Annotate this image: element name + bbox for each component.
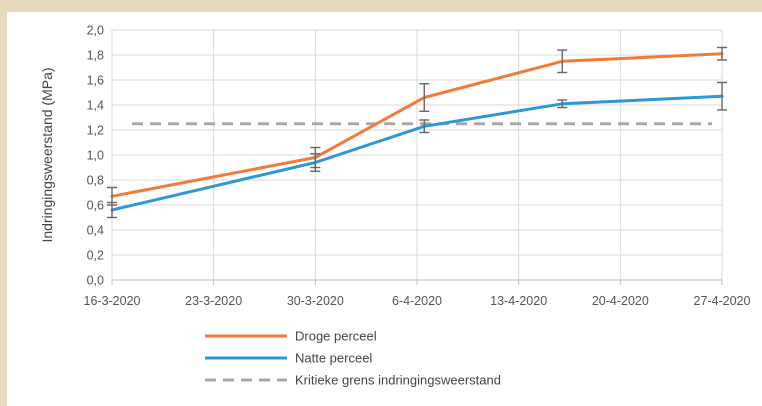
legend-label: Droge perceel (295, 329, 377, 344)
x-tick-label: 23-3-2020 (185, 294, 242, 308)
legend-item-kritieke-grens: Kritieke grens indringingsweerstand (205, 373, 501, 388)
x-tick-label: 16-3-2020 (84, 294, 141, 308)
y-tick-label: 2,0 (87, 24, 104, 38)
x-tick-label: 6-4-2020 (392, 294, 442, 308)
legend-item-droge-perceel: Droge perceel (205, 329, 377, 344)
y-axis-label: Indringingsweerstand (MPa) (39, 67, 55, 242)
y-tick-label: 1,0 (87, 149, 104, 163)
series-natte-perceel (107, 81, 727, 219)
y-tick-labels: 0,0 0,2 0,4 0,6 0,8 1,0 1,2 1,4 1,6 1,8 2,0 (87, 24, 104, 288)
y-tick-label: 0,0 (87, 274, 104, 288)
legend: Droge perceel Natte perceel Kritieke grens… (205, 329, 501, 388)
series-lines (107, 46, 727, 219)
x-tick-label: 30-3-2020 (287, 294, 344, 308)
grid-lines (111, 29, 723, 285)
x-tick-label: 13-4-2020 (490, 294, 547, 308)
y-tick-label: 0,6 (87, 199, 104, 213)
x-tick-label: 27-4-2020 (694, 294, 751, 308)
y-tick-label: 0,4 (87, 224, 104, 238)
x-tick-label: 20-4-2020 (592, 294, 649, 308)
y-tick-label: 1,4 (87, 99, 104, 113)
y-tick-label: 0,2 (87, 249, 104, 263)
legend-label: Kritieke grens indringingsweerstand (295, 373, 501, 388)
y-tick-label: 1,6 (87, 74, 104, 88)
legend-item-natte-perceel: Natte perceel (205, 351, 372, 366)
x-tick-labels: 16-3-2020 23-3-2020 30-3-2020 6-4-2020 13-4-… (84, 294, 751, 308)
y-tick-label: 0,8 (87, 174, 104, 188)
y-tick-label: 1,2 (87, 124, 104, 138)
chart-frame (7, 12, 762, 406)
y-tick-label: 1,8 (87, 49, 104, 63)
legend-label: Natte perceel (295, 351, 372, 366)
series-droge-perceel (107, 46, 727, 206)
